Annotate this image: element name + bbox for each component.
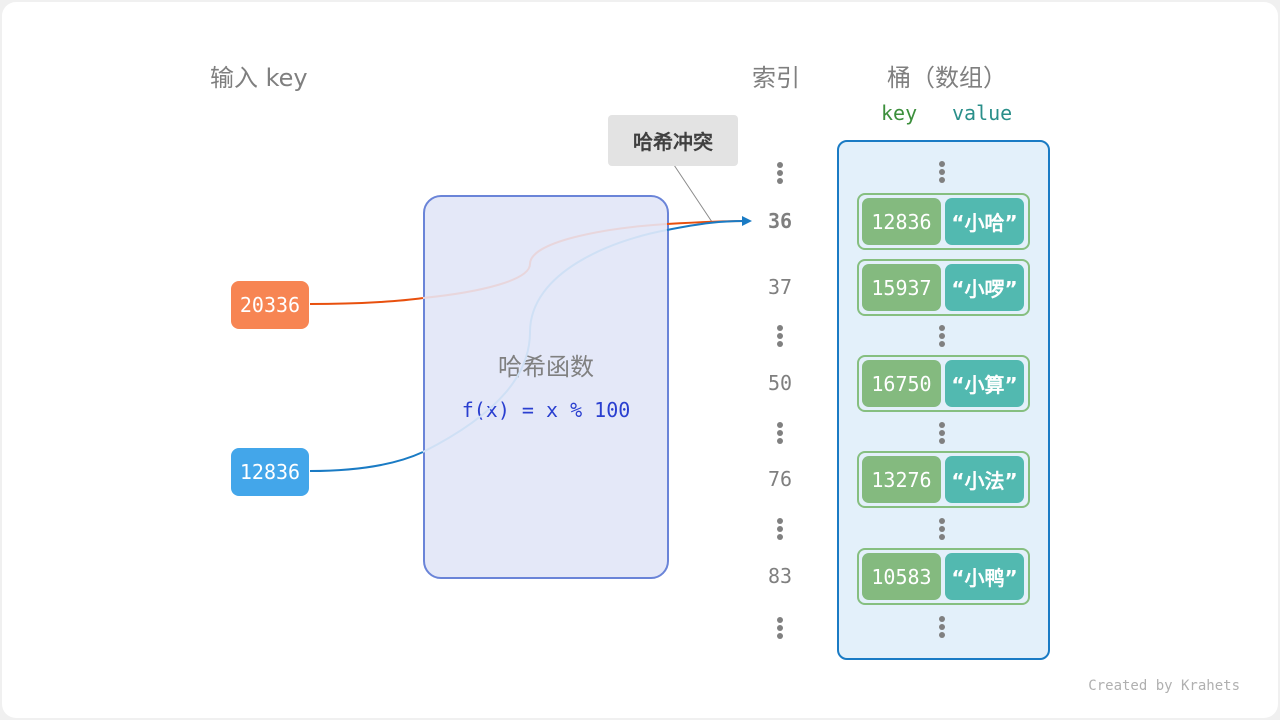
bucket-entry: 16750 “小算” (857, 355, 1030, 412)
entry-key: 15937 (862, 264, 941, 311)
entry-value: “小算” (945, 360, 1024, 407)
ellipsis-icon (777, 325, 783, 349)
ellipsis-icon (939, 518, 945, 542)
input-key-20336: 20336 (231, 281, 309, 329)
entry-value: “小鸭” (945, 553, 1024, 600)
input-key-12836: 12836 (231, 448, 309, 496)
arrowhead-icon (742, 216, 752, 226)
blue-arrow-outer-left (309, 451, 424, 472)
index-76: 76 (767, 467, 793, 491)
credit: Created by Krahets (1088, 678, 1240, 694)
entry-key: 12836 (862, 198, 941, 245)
entry-value: “小哈” (945, 198, 1024, 245)
entry-key: 16750 (862, 360, 941, 407)
ellipsis-icon (777, 518, 783, 542)
key-column-label: key (881, 101, 918, 125)
blue-arrow-inside (422, 229, 668, 453)
entry-key: 13276 (862, 456, 941, 503)
entry-value: “小啰” (945, 264, 1024, 311)
ellipsis-icon (939, 325, 945, 349)
bucket-entry: 15937 “小啰” (857, 259, 1030, 316)
bucket-entry: 12836 “小哈” (857, 193, 1030, 250)
ellipsis-icon (939, 616, 945, 640)
index-header: 索引 (752, 64, 800, 92)
ellipsis-icon (777, 422, 783, 446)
bucket-header: 桶（数组） (887, 64, 1007, 92)
ellipsis-icon (939, 161, 945, 185)
callout-pointer-line (673, 164, 713, 223)
index-37: 37 (767, 275, 793, 299)
orange-arrow-inside (422, 223, 668, 299)
hash-function-box: 哈希函数 f(x) = x % 100 (423, 195, 669, 579)
hash-function-title: 哈希函数 (498, 353, 594, 381)
ellipsis-icon (777, 162, 783, 186)
index-36: 36 (767, 209, 793, 233)
bucket-entry: 13276 “小法” (857, 451, 1030, 508)
hash-formula: f(x) = x % 100 (461, 398, 631, 422)
blue-arrow-outer-right (666, 220, 745, 231)
index-50: 50 (767, 371, 793, 395)
orange-arrow-outer-left (309, 297, 424, 305)
entry-value: “小法” (945, 456, 1024, 503)
hash-collision-callout: 哈希冲突 (608, 115, 738, 166)
bucket-entry: 10583 “小鸭” (857, 548, 1030, 605)
input-key-header: 输入 key (210, 64, 308, 92)
ellipsis-icon (777, 617, 783, 641)
index-83: 83 (767, 564, 793, 588)
ellipsis-icon (939, 422, 945, 446)
entry-key: 10583 (862, 553, 941, 600)
value-column-label: value (952, 101, 1013, 125)
